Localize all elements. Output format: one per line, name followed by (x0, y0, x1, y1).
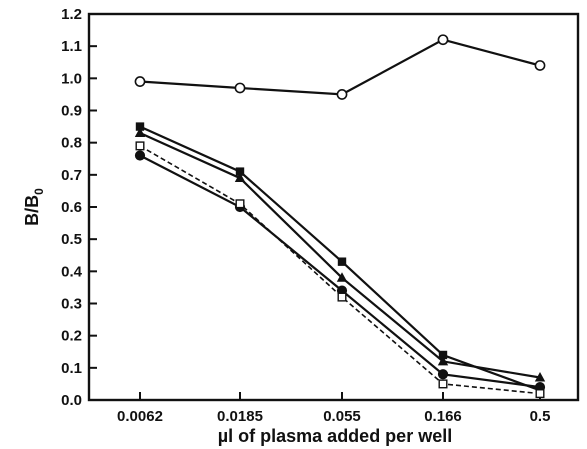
open-circle-marker (134, 76, 146, 87)
y-tick-label: 0.3 (61, 296, 82, 313)
y-tick-label: 0.0 (61, 392, 82, 409)
filled-triangle-marker (134, 127, 146, 138)
open-circle-marker (336, 89, 348, 100)
y-tick-label: 1.0 (61, 70, 82, 87)
series-filled-triangle (134, 127, 546, 382)
x-tick-label: 0.0062 (117, 408, 163, 425)
y-tick-label: 0.2 (61, 328, 82, 345)
series-line (139, 154, 541, 389)
series-filled-square (135, 122, 545, 395)
y-axis-ticks: 0.0 0.1 0.2 0.3 0.4 0.5 0.6 0.7 0.8 0.9 1.0 1.1 1.2 (61, 6, 97, 409)
y-axis-label-subscript: 0 (32, 188, 46, 195)
series-line (139, 38, 541, 96)
x-tick-label: 0.055 (323, 408, 361, 425)
filled-triangle-marker (336, 272, 348, 282)
series-open-square (135, 141, 545, 399)
open-circle-marker (534, 60, 546, 71)
filled-square-marker (337, 257, 347, 266)
y-tick-label: 0.9 (61, 103, 82, 120)
series-lines (134, 34, 546, 399)
open-square-marker (235, 199, 245, 209)
series-filled-circle (134, 150, 546, 393)
y-tick-label: 0.1 (61, 360, 82, 377)
filled-square-marker (135, 122, 145, 131)
y-tick-label: 0.5 (61, 231, 82, 248)
open-circle-marker (437, 34, 449, 46)
y-tick-label: 0.7 (61, 167, 82, 184)
x-tick-label: 0.5 (530, 408, 551, 425)
filled-triangle-marker (534, 371, 546, 382)
open-square-marker (337, 292, 347, 302)
filled-triangle-marker (234, 172, 246, 183)
filled-triangle-marker (437, 355, 449, 366)
filled-circle-marker (134, 150, 146, 161)
open-square-marker (535, 389, 545, 399)
series-line (139, 131, 541, 379)
x-tick-label: 0.166 (424, 408, 462, 425)
y-axis-label: B/B0 (22, 188, 46, 226)
open-square-marker (135, 141, 145, 151)
plot-frame (87, 12, 580, 402)
y-tick-label: 1.1 (61, 38, 82, 55)
y-tick-label: 0.4 (61, 263, 83, 280)
filled-square-marker (235, 167, 245, 176)
open-circle-marker (234, 82, 246, 94)
y-tick-label: 0.8 (61, 135, 82, 152)
filled-circle-marker (437, 369, 449, 380)
y-axis-label-base: B/B (22, 195, 42, 226)
x-tick-label: 0.0185 (217, 408, 263, 425)
x-axis-ticks: 0.0062 0.0185 0.055 0.166 0.5 (117, 392, 550, 425)
y-tick-label: 0.6 (61, 199, 82, 216)
open-square-marker (438, 379, 448, 389)
filled-square-marker (438, 350, 448, 360)
y-tick-label: 1.2 (61, 6, 82, 23)
x-axis-label: µl of plasma added per well (218, 426, 452, 446)
series-open-circle (134, 34, 546, 100)
series-line (139, 145, 541, 395)
